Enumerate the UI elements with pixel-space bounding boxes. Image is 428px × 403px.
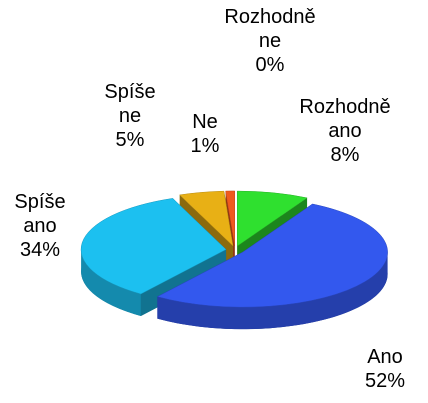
value-label: 5% xyxy=(115,129,145,151)
value-label: 0% xyxy=(255,54,285,76)
slice-label: Rozhodně ne 0% xyxy=(224,5,315,77)
category-label: Spíše ne xyxy=(104,81,156,127)
category-label: Rozhodně ano xyxy=(299,96,391,142)
slice-label: Ano 52% xyxy=(365,345,405,393)
slice xyxy=(225,190,235,246)
category-label: Ne xyxy=(192,111,218,133)
slice xyxy=(80,198,227,295)
value-label: 34% xyxy=(19,239,61,261)
slice-label: Rozhodně ano 8% xyxy=(299,95,390,167)
slice-label: Spíše ne 5% xyxy=(104,80,155,152)
slice xyxy=(156,203,388,308)
category-label: Rozhodně ne xyxy=(224,6,316,52)
slice xyxy=(179,190,234,247)
slice-label: Ne 1% xyxy=(191,110,220,158)
value-label: 1% xyxy=(190,135,220,157)
category-label: Spíše ano xyxy=(14,191,66,237)
slice xyxy=(236,190,308,247)
slice-side xyxy=(157,251,388,330)
value-label: 8% xyxy=(330,144,360,166)
slice-label: Spíše ano 34% xyxy=(14,190,65,262)
slice-side xyxy=(81,248,141,316)
category-label: Ano xyxy=(367,346,403,368)
value-label: 52% xyxy=(364,370,406,392)
